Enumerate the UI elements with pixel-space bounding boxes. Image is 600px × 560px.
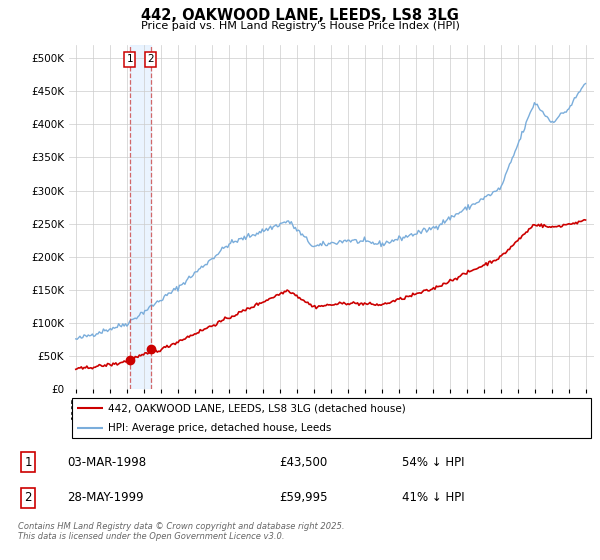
Text: £59,995: £59,995 — [280, 492, 328, 505]
Bar — [130, 45, 151, 389]
Text: 1: 1 — [127, 54, 133, 64]
Text: £43,500: £43,500 — [280, 456, 328, 469]
Text: 41% ↓ HPI: 41% ↓ HPI — [402, 492, 464, 505]
FancyBboxPatch shape — [71, 398, 592, 438]
Text: Price paid vs. HM Land Registry's House Price Index (HPI): Price paid vs. HM Land Registry's House … — [140, 21, 460, 31]
Text: HPI: Average price, detached house, Leeds: HPI: Average price, detached house, Leed… — [109, 423, 332, 433]
Text: 28-MAY-1999: 28-MAY-1999 — [67, 492, 144, 505]
Text: 442, OAKWOOD LANE, LEEDS, LS8 3LG: 442, OAKWOOD LANE, LEEDS, LS8 3LG — [141, 8, 459, 24]
Text: 1: 1 — [25, 456, 32, 469]
Text: Contains HM Land Registry data © Crown copyright and database right 2025.
This d: Contains HM Land Registry data © Crown c… — [18, 522, 344, 542]
Text: 03-MAR-1998: 03-MAR-1998 — [67, 456, 146, 469]
Text: 54% ↓ HPI: 54% ↓ HPI — [402, 456, 464, 469]
Text: 2: 2 — [148, 54, 154, 64]
Text: 2: 2 — [25, 492, 32, 505]
Text: 442, OAKWOOD LANE, LEEDS, LS8 3LG (detached house): 442, OAKWOOD LANE, LEEDS, LS8 3LG (detac… — [109, 403, 406, 413]
